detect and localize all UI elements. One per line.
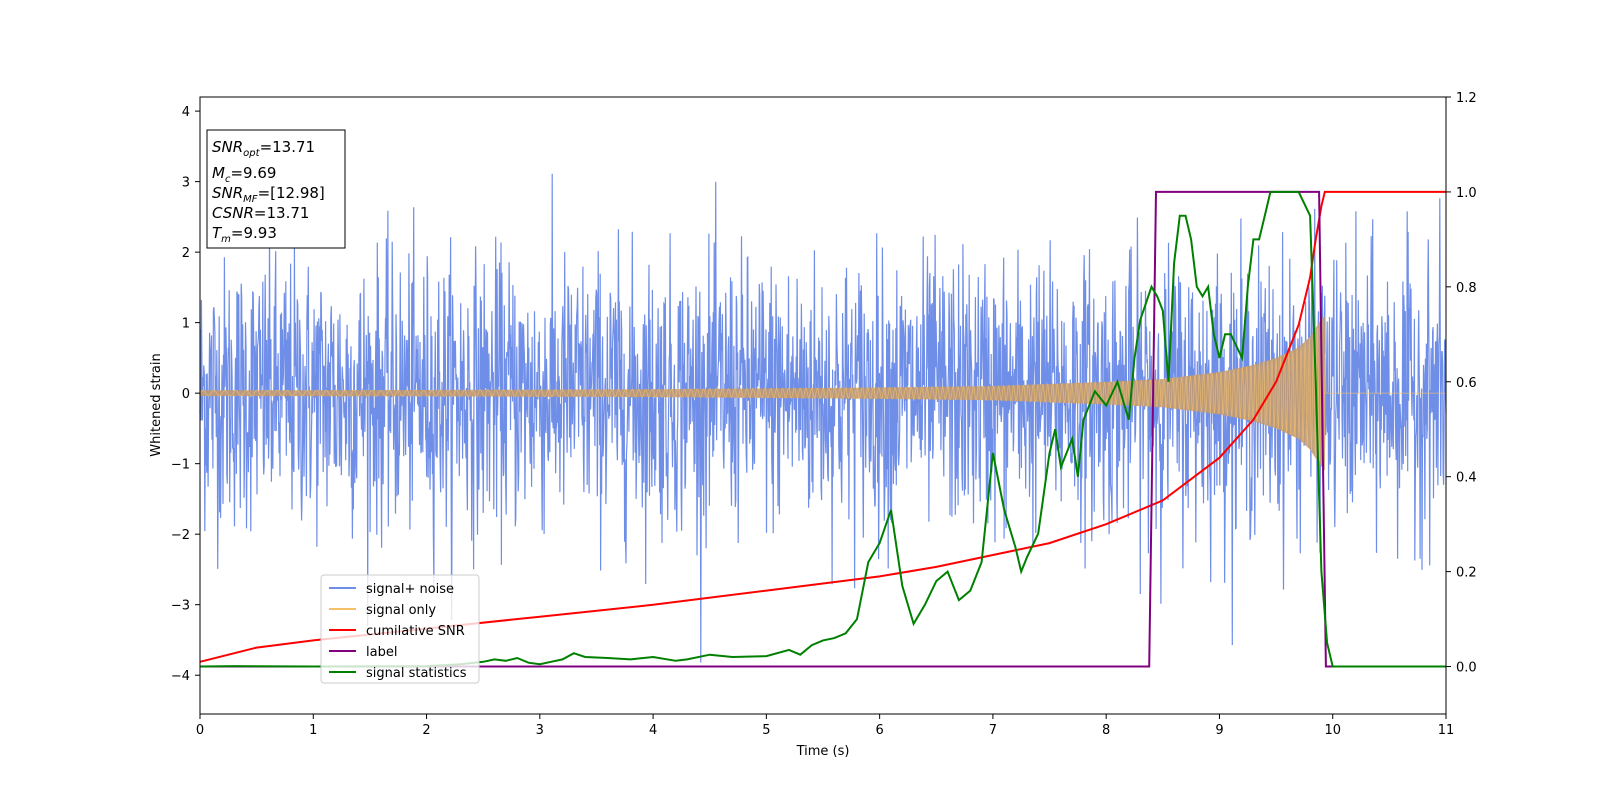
y-left-tick-label: 4 <box>182 105 190 120</box>
snr-mf-text: SNRMF=[12.98] <box>212 184 325 205</box>
x-tick-label: 7 <box>989 723 997 738</box>
y-right-tick-label: 0.6 <box>1456 376 1477 391</box>
tm-text: Tm=9.93 <box>212 224 277 245</box>
cumilative-snr-line <box>199 190 1446 663</box>
x-tick-label: 3 <box>536 723 544 738</box>
mc-text: Mc=9.69 <box>212 164 276 185</box>
x-axis-label: Time (s) <box>796 744 850 759</box>
x-tick-label: 4 <box>649 723 657 738</box>
series-lines-layer <box>199 190 1446 668</box>
x-tick-label: 6 <box>875 723 883 738</box>
y-left-tick-label: 0 <box>182 387 190 402</box>
x-tick-label: 9 <box>1215 723 1223 738</box>
x-tick-label: 0 <box>196 723 204 738</box>
x-tick-label: 11 <box>1438 723 1455 738</box>
legend-label: signal+ noise <box>366 582 454 597</box>
y-right-tick-label: 1.2 <box>1456 91 1477 106</box>
y-left-tick-label: 1 <box>182 317 190 332</box>
axes-ticks: 0 1 2 3 4 5 6 7 8 9 10 11 −4 −3 −2 −1 0 1 2 3 4 0.0 0.2 0.4 0.6 0… <box>171 91 1477 738</box>
legend-label: signal statistics <box>366 666 467 681</box>
y-axis-label: Whitened strain <box>149 353 164 456</box>
y-right-tick-label: 0.4 <box>1456 471 1477 486</box>
y-left-tick-label: 2 <box>182 246 190 261</box>
legend-label: signal only <box>366 603 436 618</box>
signal-only-envelope <box>200 315 1446 471</box>
legend: signal+ noise signal only cumilative SNR la… <box>320 574 480 684</box>
snr-opt-text: SNRopt=13.71 <box>212 138 315 159</box>
x-tick-label: 8 <box>1102 723 1110 738</box>
legend-label: label <box>366 645 397 660</box>
y-right-tick-label: 0.8 <box>1456 281 1477 296</box>
y-right-tick-label: 0.0 <box>1456 661 1477 676</box>
y-right-tick-label: 0.2 <box>1456 566 1477 581</box>
legend-label: cumilative SNR <box>366 624 465 639</box>
y-left-tick-label: −4 <box>171 669 190 684</box>
y-right-tick-label: 1.0 <box>1456 186 1477 201</box>
y-left-tick-label: −2 <box>171 528 190 543</box>
csnr-text: CSNR=13.71 <box>212 204 309 222</box>
y-left-tick-label: −3 <box>171 599 190 614</box>
signal-noise-layer <box>199 173 1447 663</box>
plot-frame <box>199 96 1447 715</box>
x-tick-label: 1 <box>309 723 317 738</box>
signal-only-line <box>199 322 1446 468</box>
y-left-tick-label: −1 <box>171 458 190 473</box>
y-left-tick-label: 3 <box>182 176 190 191</box>
annotation-box: SNRopt=13.71 Mc=9.69 SNRMF=[12.98] CSNR=… <box>206 129 346 249</box>
x-tick-label: 10 <box>1324 723 1341 738</box>
x-tick-label: 2 <box>422 723 430 738</box>
x-tick-label: 5 <box>762 723 770 738</box>
signal-statistics-line <box>199 190 1446 668</box>
